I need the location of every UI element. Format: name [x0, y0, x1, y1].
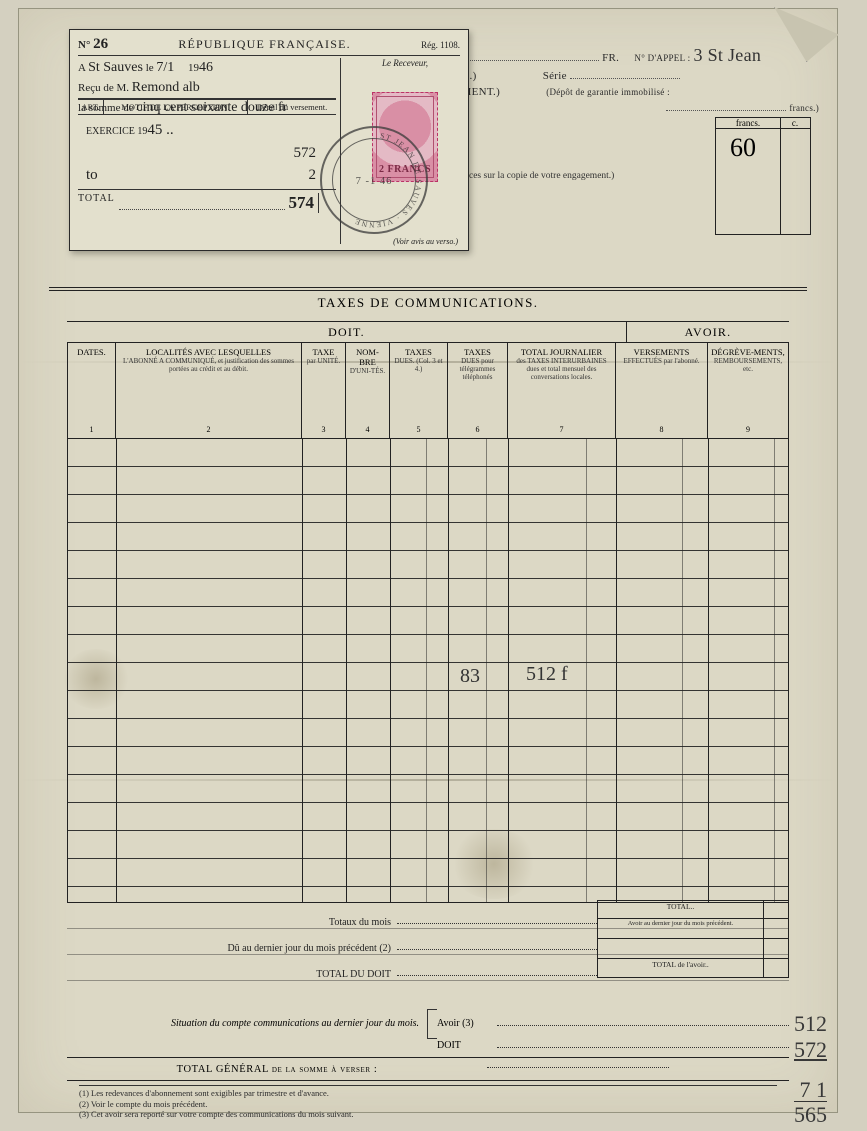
- col-localites: LOCALITÉS AVEC LESQUELLES: [119, 347, 298, 357]
- line1-amt: 572: [294, 142, 317, 165]
- col-degrevements: DÉGRÈVE-MENTS,: [711, 347, 785, 357]
- situation-label: Situation du compte communications au de…: [67, 1018, 427, 1029]
- mini-total: TOTAL..: [598, 901, 764, 919]
- col-taxe: TAXE: [305, 347, 342, 357]
- col-totaljour: TOTAL JOURNALIER: [511, 347, 612, 357]
- receveur-label: Le Receveur,: [346, 58, 464, 68]
- fr-label: FR.: [602, 52, 619, 64]
- avoir-minibox: TOTAL.. Avoir au dernier jour du mois pr…: [597, 900, 789, 978]
- mini-total-avoir: TOTAL de l'avoir..: [598, 959, 764, 977]
- grand-total-row: TOTAL GÉNÉRAL de la somme à verser :: [67, 1057, 789, 1081]
- footnotes: (1) Les redevances d'abonnement sont exi…: [79, 1085, 777, 1120]
- table-body: 83 512 f: [68, 439, 788, 903]
- col-art: ART.: [78, 100, 104, 114]
- total-amount: 574: [289, 193, 315, 213]
- header-right-block: FR. N° D'APPEL : 3 St Jean OURS.) Série …: [439, 45, 829, 118]
- recu-label: Reçu de M.: [78, 82, 129, 94]
- footnote-2: (2) Voir le compte du mois précédent.: [79, 1099, 777, 1110]
- depot-label: (Dépôt de garantie immobilisé :: [546, 87, 670, 97]
- hw-value-1: 83: [460, 665, 480, 688]
- footnote-1: (1) Les redevances d'abonnement sont exi…: [79, 1088, 777, 1099]
- receipt-place: St Sauves: [88, 60, 143, 75]
- section-title: TAXES DE COMMUNICATIONS.: [19, 295, 837, 311]
- situation-doit: DOIT: [437, 1040, 497, 1051]
- table-header: DATES.1 LOCALITÉS AVEC LESQUELLESL'ABONN…: [68, 343, 788, 439]
- footnote-3: (3) Cet avoir sera reporté sur votre com…: [79, 1109, 777, 1120]
- receipt-num-label: N°: [78, 39, 90, 51]
- depot-unit: francs.): [789, 103, 819, 113]
- col-taxes5: TAXES: [393, 347, 444, 357]
- year-prefix: 19: [188, 62, 199, 74]
- receipt-left-block: ART. MOTIF DE LA PERCEPTION. Détail du v…: [78, 98, 336, 213]
- engagement-note: ces sur la copie de votre engagement.): [469, 171, 729, 181]
- margin-hw-1: 512: [794, 1011, 827, 1037]
- margin-hw-4: 565: [794, 1101, 827, 1128]
- total-label: TOTAL: [78, 193, 115, 213]
- place-prefix: A: [78, 62, 85, 74]
- col-detail: Détail du versement.: [248, 100, 336, 114]
- communications-table: DATES.1 LOCALITÉS AVEC LESQUELLESL'ABONN…: [67, 343, 789, 903]
- col-versements: VERSEMENTS: [619, 347, 704, 357]
- exercice-year: 45: [147, 122, 162, 138]
- col-dates: DATES.: [71, 347, 112, 357]
- col-motif: MOTIF DE LA PERCEPTION.: [104, 100, 248, 114]
- n-appel-value: 3 St Jean: [693, 45, 761, 65]
- serie-label: Série: [543, 70, 567, 82]
- receipt-title: RÉPUBLIQUE FRANÇAISE.: [116, 37, 413, 52]
- margin-hw-2: 572: [794, 1037, 827, 1063]
- mini-avoir-prec: Avoir au dernier jour du mois précédent.: [598, 919, 764, 939]
- date-prefix: le: [146, 62, 154, 74]
- postmark: ST JEAN DE SAUVES · VIENNE 7 -1 46: [320, 126, 428, 234]
- postmark-date: 7 -1 46: [356, 176, 393, 187]
- recu-name: Remond alb: [132, 80, 200, 95]
- exercice-label: EXERCICE 19: [86, 126, 147, 137]
- rule: [49, 290, 807, 291]
- total-doit: TOTAL DU DOIT: [67, 969, 397, 980]
- grand-total-label: TOTAL GÉNÉRAL de la somme à verser :: [67, 1064, 487, 1075]
- receipt-reg: Rég. 1108.: [421, 40, 460, 50]
- n-appel-label: N° D'APPEL :: [634, 53, 690, 63]
- avis-verso: (Voir avis au verso.): [393, 237, 458, 246]
- totaux-mois: Totaux du mois: [67, 917, 397, 928]
- centimes-label: c.: [780, 118, 810, 128]
- situation-block: Situation du compte communications au de…: [67, 1007, 789, 1051]
- stamp-area: 2 FRANCS ST JEAN DE SAUVES · VIENNE 7 -1…: [346, 86, 464, 246]
- receipt-year: 46: [199, 60, 213, 75]
- document-paper: FR. N° D'APPEL : 3 St Jean OURS.) Série …: [18, 8, 838, 1113]
- postmark-text-svg: ST JEAN DE SAUVES · VIENNE 7 -1 46: [322, 128, 426, 232]
- receipt-slip: N° 26 RÉPUBLIQUE FRANÇAISE. Rég. 1108. A…: [69, 29, 469, 251]
- margin-hw-3: 7 1: [800, 1077, 828, 1103]
- rule: [49, 287, 807, 288]
- avoir-label: AVOIR.: [627, 322, 789, 342]
- doit-label: DOIT.: [67, 322, 627, 342]
- situation-avoir: Avoir (3): [437, 1018, 497, 1029]
- du-precedent: Dû au dernier jour du mois précédent (2): [67, 943, 397, 954]
- amount-value: 60: [716, 129, 810, 163]
- francs-label: francs.: [716, 118, 780, 128]
- totals-block: Totaux du mois Dû au dernier jour du moi…: [67, 903, 789, 981]
- hw-value-2: 512 f: [526, 663, 568, 686]
- col-taxes6: TAXES: [451, 347, 504, 357]
- doit-avoir-header: DOIT. AVOIR.: [67, 321, 789, 343]
- receipt-right-block: Le Receveur,: [346, 58, 464, 68]
- receipt-number: 26: [93, 36, 108, 52]
- amount-box: francs. c. 60: [715, 117, 811, 235]
- receipt-month: 1: [167, 60, 174, 75]
- col-nombre: NOM-BRE: [349, 347, 386, 367]
- line2-amt: 2: [309, 164, 317, 187]
- line2-lab: to: [86, 164, 98, 187]
